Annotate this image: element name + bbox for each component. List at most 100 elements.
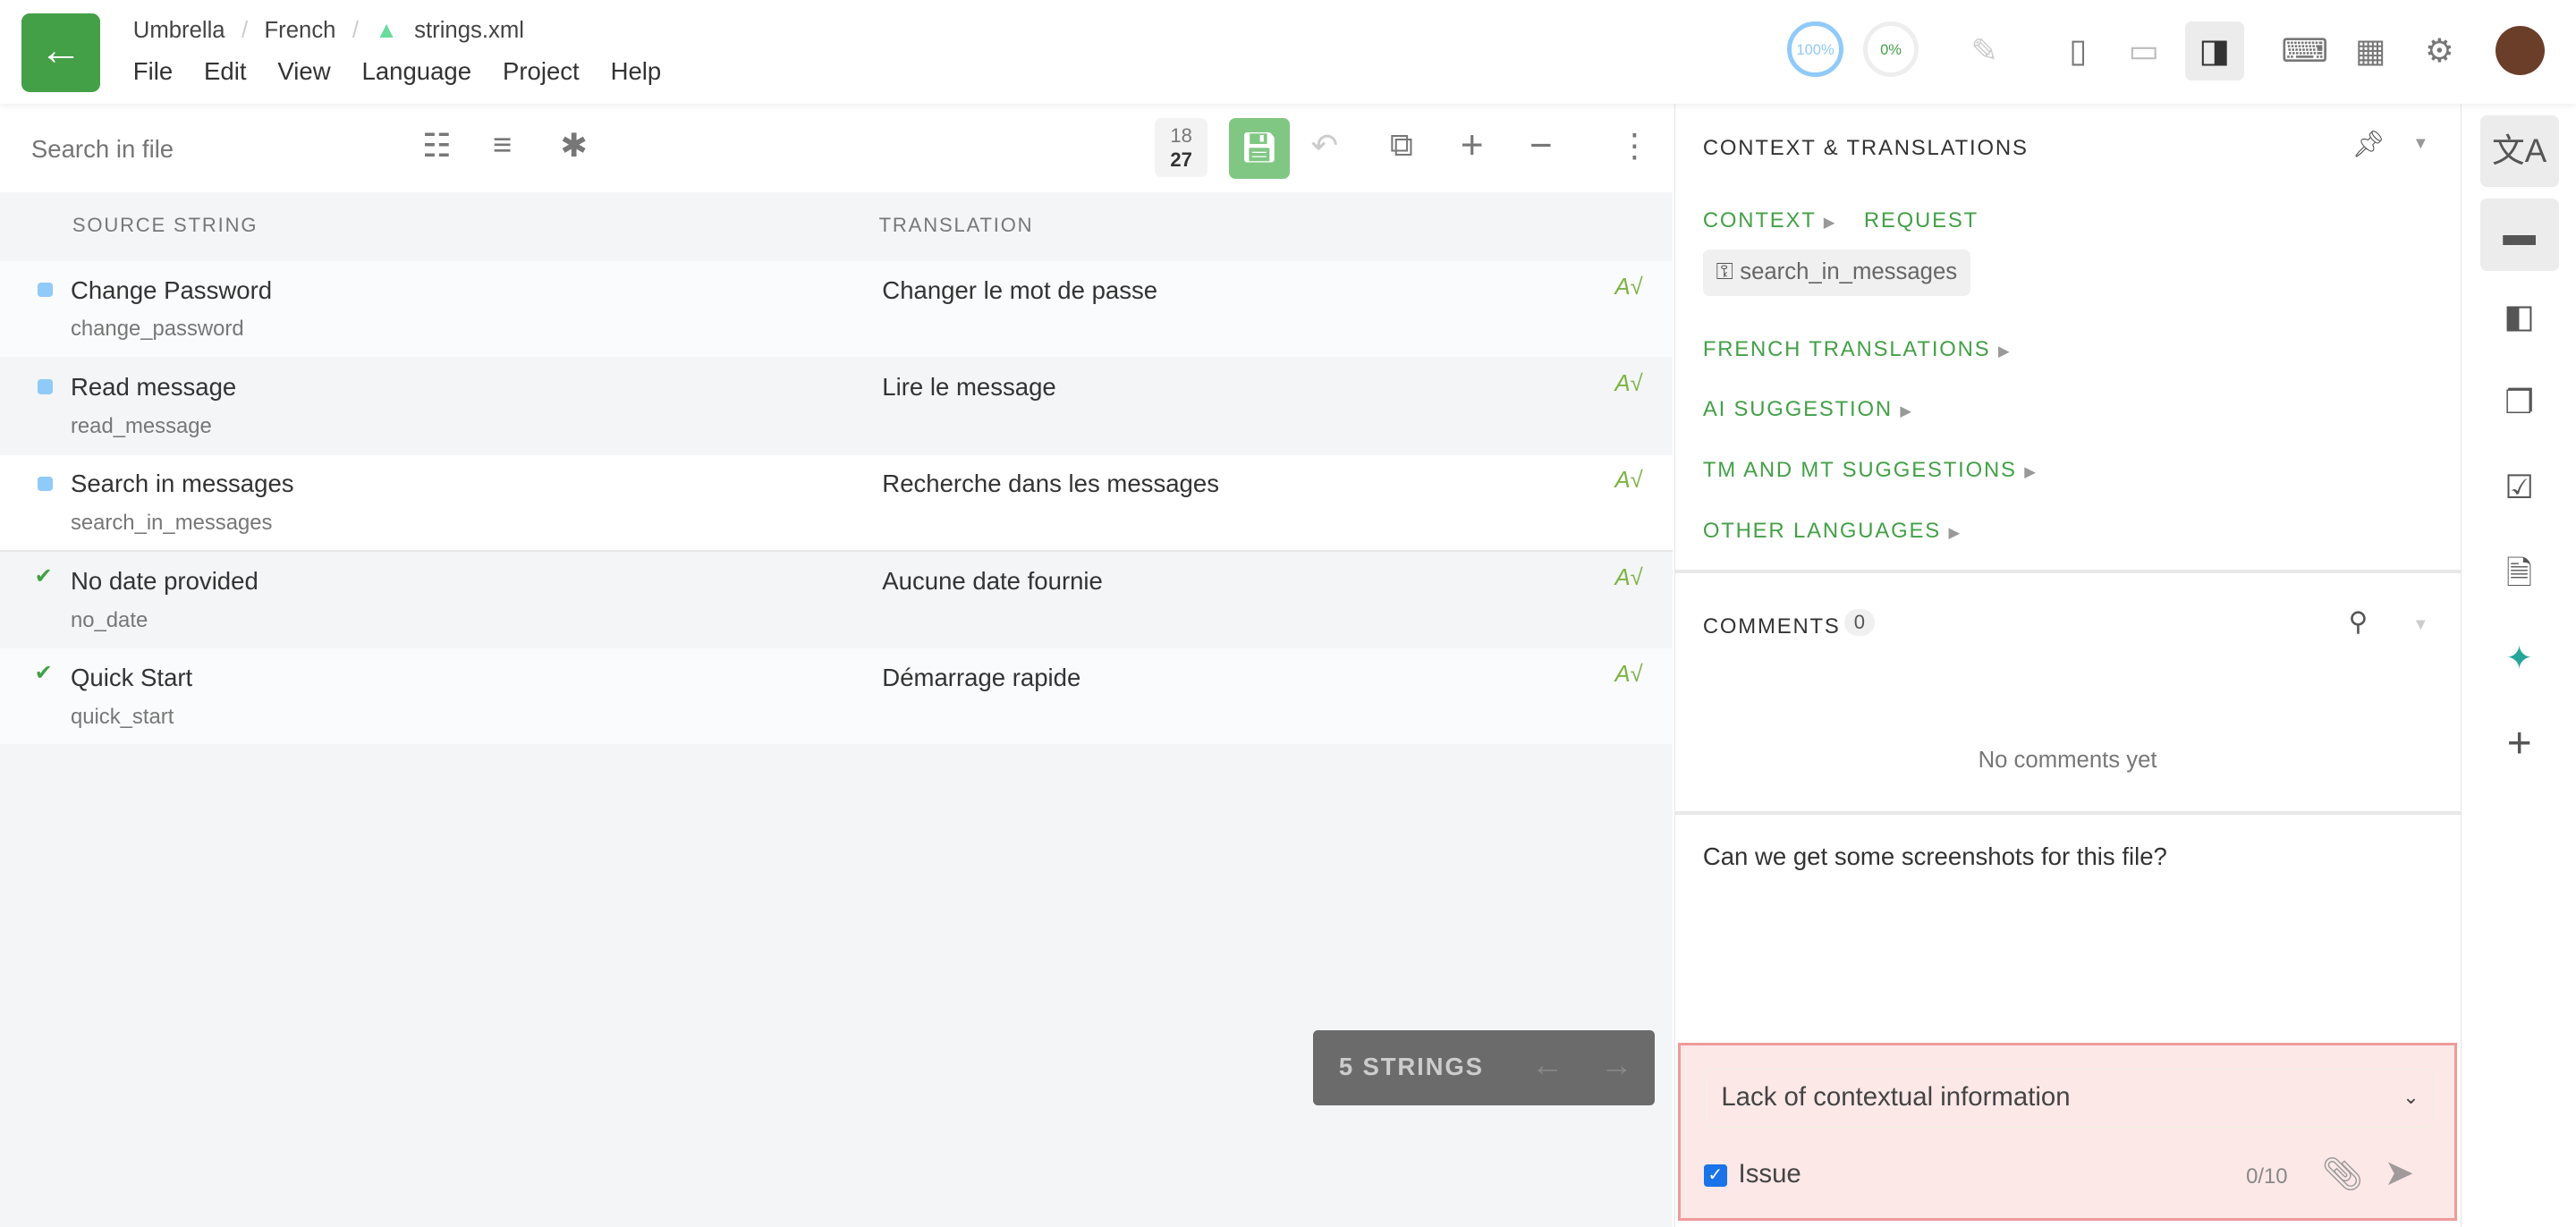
counter-top: 18 bbox=[1170, 123, 1192, 147]
section-label: FRENCH TRANSLATIONS bbox=[1702, 336, 1991, 361]
keyboard-icon[interactable]: ▦ bbox=[2355, 31, 2386, 69]
breadcrumb-language[interactable]: French bbox=[264, 18, 336, 44]
top-bar: ← Umbrella / French / ▲ strings.xml File E… bbox=[0, 0, 2576, 104]
translation-text: Recherche dans les messages bbox=[882, 470, 1219, 498]
add-app-icon[interactable]: + bbox=[2506, 719, 2532, 767]
translation-text: Démarrage rapide bbox=[882, 664, 1081, 691]
source-text: Change Password bbox=[70, 275, 273, 304]
translated-status-icon bbox=[38, 379, 53, 394]
counter-bottom: 27 bbox=[1170, 148, 1192, 172]
translation-text: Aucune date fournie bbox=[882, 566, 1103, 595]
search-input[interactable] bbox=[28, 132, 363, 165]
issue-form: Lack of contextual information ⌄ ✓ Issue … bbox=[1678, 1043, 2457, 1221]
minus-icon[interactable]: − bbox=[1529, 123, 1553, 167]
unpin-icon[interactable]: ⚲ bbox=[2348, 606, 2368, 637]
send-icon[interactable]: ➤ bbox=[2384, 1151, 2415, 1193]
puzzle-icon[interactable]: ✱ bbox=[560, 127, 589, 165]
spellcheck-icon[interactable]: A√ bbox=[1614, 274, 1643, 300]
undo-icon[interactable]: ↶ bbox=[1310, 127, 1339, 165]
filter-icon[interactable]: ≡ bbox=[493, 126, 513, 164]
breadcrumb-file: strings.xml bbox=[414, 18, 524, 44]
other-languages-toggle[interactable]: OTHER LANGUAGES ▶ bbox=[1702, 519, 1962, 544]
key-text: search_in_messages bbox=[1740, 259, 1958, 285]
ai-suggestion-toggle[interactable]: AI SUGGESTION ▶ bbox=[1702, 397, 1913, 422]
french-translations-toggle[interactable]: FRENCH TRANSLATIONS ▶ bbox=[1702, 336, 2012, 361]
avatar[interactable] bbox=[2495, 26, 2546, 76]
table-row[interactable]: Read message read_message Lire le messag… bbox=[0, 358, 1673, 453]
char-counter: 0/10 bbox=[2246, 1164, 2288, 1189]
menu-edit[interactable]: Edit bbox=[204, 57, 247, 86]
copy-source-icon[interactable]: ⧉ bbox=[1389, 126, 1414, 164]
context-toggle[interactable]: CONTEXT ▶ bbox=[1702, 208, 1837, 233]
translation-text: Changer le mot de passe bbox=[882, 275, 1158, 304]
comments-title: COMMENTS bbox=[1702, 614, 1841, 639]
checklist-icon[interactable]: ☑ bbox=[2504, 469, 2535, 506]
next-arrow-icon[interactable]: → bbox=[1599, 1045, 1633, 1083]
library-icon[interactable]: ❐ bbox=[2504, 383, 2535, 420]
string-key: change_password bbox=[70, 317, 244, 342]
menu-project[interactable]: Project bbox=[502, 57, 580, 86]
menu-file[interactable]: File bbox=[132, 57, 174, 86]
panel-title: CONTEXT & TRANSLATIONS bbox=[1702, 136, 2029, 161]
translated-status-icon bbox=[38, 282, 53, 298]
save-icon: 💾︎ bbox=[1240, 131, 1278, 165]
issue-type-select[interactable]: Lack of contextual information ⌄ bbox=[1703, 1068, 2434, 1129]
comment-textarea[interactable]: Can we get some screenshots for this fil… bbox=[1702, 842, 2167, 871]
translated-progress[interactable]: 100% bbox=[1787, 21, 1843, 78]
context-panel: CONTEXT & TRANSLATIONS 📌︎ ▼ CONTEXT ▶ RE… bbox=[1674, 103, 2461, 1227]
layout-sidebar-left-icon[interactable]: ▯ bbox=[2069, 31, 2088, 69]
issue-checkbox[interactable]: ✓ bbox=[1703, 1164, 1727, 1188]
right-sidebar: 文A ▬ ◧ ❐ ☑ 🗎︎ ✦ + bbox=[2461, 103, 2576, 1227]
strings-count: 5 STRINGS bbox=[1338, 1053, 1484, 1081]
glossary-icon[interactable]: ◧ bbox=[2504, 298, 2535, 335]
comment-icon[interactable]: ▬ bbox=[2479, 199, 2559, 272]
string-key: read_message bbox=[70, 413, 212, 438]
spellcheck-icon[interactable]: A√ bbox=[1614, 371, 1643, 397]
pin-icon[interactable]: 📌︎ bbox=[2351, 130, 2385, 160]
spellcheck-icon[interactable]: A√ bbox=[1614, 564, 1643, 590]
caret-down-icon[interactable]: ▼ bbox=[2412, 132, 2429, 152]
translation-text: Lire le message bbox=[882, 372, 1056, 401]
request-context-link[interactable]: REQUEST bbox=[1863, 208, 1979, 233]
plus-icon[interactable]: + bbox=[1460, 123, 1484, 167]
edit-list-icon[interactable]: ✎ bbox=[1970, 31, 1999, 69]
spellcheck-icon[interactable]: A√ bbox=[1614, 662, 1643, 688]
ai-sparkle-icon[interactable]: ✦ bbox=[2505, 639, 2534, 677]
table-row[interactable]: ✔ No date provided no_date Aucune date f… bbox=[0, 552, 1673, 647]
menu-help[interactable]: Help bbox=[610, 57, 662, 86]
column-header-translation: TRANSLATION bbox=[878, 213, 1034, 236]
caret-down-icon[interactable]: ▼ bbox=[2412, 614, 2429, 633]
layout-bottom-icon[interactable]: ▭ bbox=[2128, 31, 2160, 69]
editor-toolbar: ☷ ≡ ✱ 18 27 💾︎ ↶ ⧉ + − ⋮ bbox=[0, 103, 1673, 192]
translate-icon[interactable]: 文A bbox=[2479, 114, 2559, 188]
menu-view[interactable]: View bbox=[277, 57, 331, 86]
source-text: Read message bbox=[70, 372, 237, 401]
no-comments-text: No comments yet bbox=[1978, 747, 2157, 773]
terminal-icon[interactable]: ⌨ bbox=[2281, 31, 2329, 69]
tm-mt-toggle[interactable]: TM AND MT SUGGESTIONS ▶ bbox=[1702, 458, 2038, 483]
breadcrumb-project[interactable]: Umbrella bbox=[132, 18, 225, 44]
breadcrumb: Umbrella / French / ▲ strings.xml bbox=[132, 18, 524, 44]
paperclip-icon[interactable]: 📎︎ bbox=[2321, 1155, 2364, 1192]
android-icon: ▲ bbox=[375, 18, 398, 44]
back-button[interactable]: ← bbox=[21, 13, 101, 92]
gear-icon[interactable]: ⚙ bbox=[2425, 31, 2454, 69]
chevron-down-icon: ⌄ bbox=[2402, 1085, 2419, 1108]
approved-progress[interactable]: 0% bbox=[1862, 21, 1919, 78]
layout-sidebar-right-icon[interactable]: ◨ bbox=[2184, 21, 2244, 80]
table-row-selected[interactable]: Search in messages search_in_messages Re… bbox=[0, 454, 1673, 554]
spellcheck-icon[interactable]: A√ bbox=[1614, 468, 1643, 494]
string-key: quick_start bbox=[70, 704, 174, 729]
prev-arrow-icon[interactable]: ← bbox=[1530, 1045, 1564, 1083]
file-info-icon[interactable]: 🗎︎ bbox=[2505, 554, 2533, 591]
source-text: No date provided bbox=[70, 566, 258, 595]
sliders-icon[interactable]: ☷ bbox=[422, 127, 452, 165]
save-button[interactable]: 💾︎ bbox=[1228, 118, 1290, 180]
table-row[interactable]: Change Password change_password Changer … bbox=[0, 261, 1673, 357]
divider bbox=[1674, 570, 2461, 573]
more-vertical-icon[interactable]: ⋮ bbox=[1618, 127, 1651, 165]
menu-language[interactable]: Language bbox=[361, 57, 472, 86]
key-icon: ⚿ bbox=[1716, 259, 1734, 285]
comments-count-badge: 0 bbox=[1843, 609, 1876, 637]
table-row[interactable]: ✔ Quick Start quick_start Démarrage rapi… bbox=[0, 648, 1673, 744]
